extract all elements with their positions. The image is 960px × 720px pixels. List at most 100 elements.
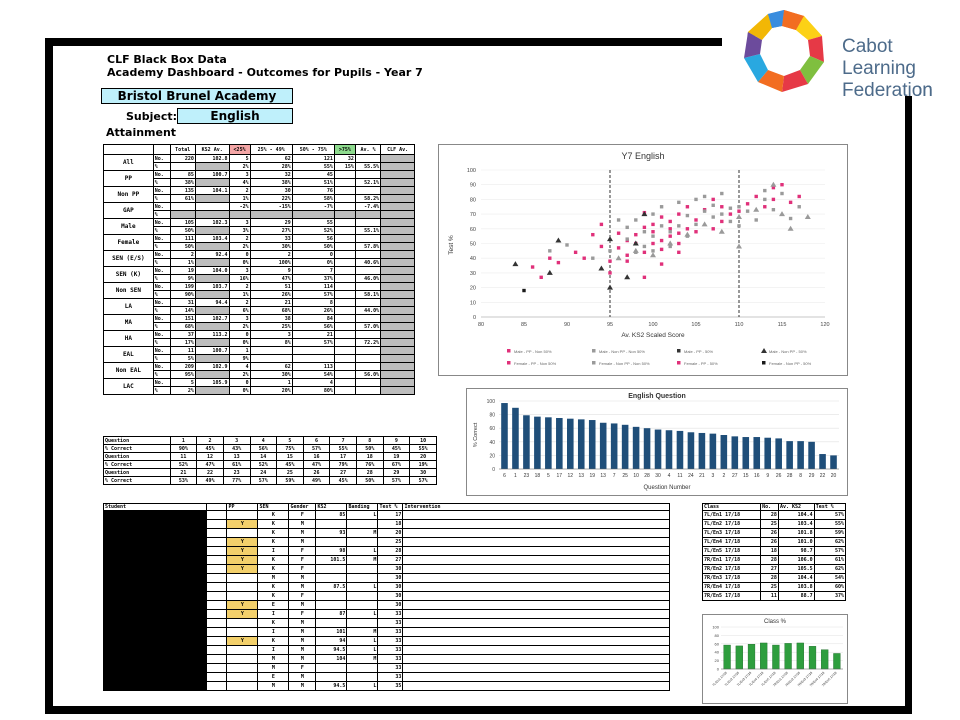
question-cell: 77% <box>222 476 251 485</box>
student-spacer <box>205 528 228 538</box>
student-name-redacted <box>103 528 207 538</box>
data-point-square <box>625 253 629 257</box>
column-header: Student <box>103 503 207 511</box>
class-cell: 7L/En3 17/18 <box>701 528 762 538</box>
student-cell <box>346 564 379 574</box>
attainment-cell: -7.4% <box>354 202 382 211</box>
student-name-redacted <box>103 609 207 619</box>
question-cell: 14 <box>249 452 278 461</box>
attainment-cell <box>333 354 356 363</box>
y-tick-label: 80 <box>470 197 476 203</box>
question-cell: 90% <box>169 444 198 453</box>
attainment-cell <box>380 210 415 219</box>
x-tick-label: 24 <box>688 473 694 479</box>
class-cell: 62% <box>813 537 847 547</box>
attainment-cell <box>194 210 230 219</box>
attainment-cell <box>354 186 382 195</box>
student-cell: L <box>346 636 379 646</box>
attainment-cell <box>354 282 382 291</box>
data-point-square <box>771 197 776 202</box>
student-cell: M <box>288 672 317 682</box>
x-tick-label: 3 <box>711 473 714 479</box>
attainment-cell <box>194 258 230 267</box>
attainment-cell: 72.2% <box>354 338 382 347</box>
bar <box>534 416 541 469</box>
attainment-row: SEN (K) No. 19 104.0 3 9 7 <box>103 266 415 283</box>
attainment-row: Male No. 105 102.3 3 29 55 <box>103 218 415 235</box>
bar <box>753 437 761 469</box>
question-row: % Correct 90% 45% 43% 56% 75% 57% 55% 50% 45% 55% <box>103 444 437 453</box>
data-point-square <box>685 227 690 231</box>
class-row: 7L/En2 17/18 25 103.4 55% <box>701 519 847 529</box>
attainment-cell <box>333 170 356 179</box>
question-cell: 59% <box>276 476 304 485</box>
student-cell <box>315 537 348 547</box>
student-cell <box>402 654 670 664</box>
legend-marker <box>677 349 681 353</box>
student-spacer <box>205 555 228 565</box>
row-sub-label: % <box>152 386 171 395</box>
student-cell <box>346 618 379 628</box>
y-tick-label: 20 <box>715 658 720 663</box>
student-row: Y K M 25 <box>103 537 670 547</box>
question-cell: 19% <box>409 460 437 469</box>
row-sub-label: No. <box>152 170 171 179</box>
group-label: SEN (E/S) <box>103 250 154 267</box>
student-cell: M <box>346 555 379 565</box>
attainment-cell <box>333 186 356 195</box>
student-cell: 30 <box>377 591 404 601</box>
student-row: Y E M 30 <box>103 600 670 610</box>
legend-marker <box>592 349 596 353</box>
student-cell <box>346 573 379 583</box>
x-tick-label: 20 <box>831 473 837 479</box>
student-cell: 33 <box>377 618 404 628</box>
attainment-row: HA No. 37 113.2 0 3 21 <box>103 330 415 347</box>
attainment-cell <box>380 354 415 363</box>
group-label: EAL <box>103 346 154 363</box>
attainment-cell <box>380 290 415 299</box>
group-label: MA <box>103 314 154 331</box>
class-cell: 59% <box>813 528 847 538</box>
student-cell: 101.5 <box>315 555 348 565</box>
attainment-cell <box>333 322 356 331</box>
row-sub-label: % <box>152 354 171 363</box>
question-table: Question 1 2 3 4 5 6 7 8 9 10% Correct 90% 45% 43% 56%… <box>103 436 437 485</box>
student-cell: 18 <box>377 519 404 529</box>
attainment-cell <box>354 266 382 275</box>
pp-flag: Y <box>226 600 259 610</box>
scatter-chart: Y7 English 0 10 20 30 40 50 60 70 80 90 100 80 85 90 95… <box>448 151 830 366</box>
student-cell: K <box>257 564 290 574</box>
student-cell: 104 <box>315 654 348 664</box>
row-sub-label: % <box>152 242 171 251</box>
data-point-square <box>642 244 647 249</box>
group-label: Male <box>103 218 154 235</box>
attainment-cell <box>333 298 356 307</box>
attainment-cell: 62 <box>249 154 293 163</box>
attainment-cell: 105 <box>169 218 196 227</box>
student-cell: 94 <box>315 636 348 646</box>
student-cell: M <box>288 645 317 655</box>
class-row: 7R/En3 17/18 28 104.4 54% <box>701 573 847 583</box>
attainment-row: LAC No. 5 105.9 0 1 4 <box>103 378 415 395</box>
y-tick-label: 70 <box>470 212 476 218</box>
data-point-square <box>797 205 801 209</box>
student-name-redacted <box>103 582 207 592</box>
attainment-cell <box>380 386 415 395</box>
data-point-square <box>582 256 586 260</box>
attainment-cell <box>333 210 356 219</box>
column-header: KS2 <box>315 503 348 511</box>
attainment-cell: 40.6% <box>354 258 382 267</box>
attainment-cell <box>380 266 415 275</box>
student-cell <box>402 681 670 691</box>
attainment-cell <box>249 354 293 363</box>
data-point-square <box>677 250 681 255</box>
x-tick-label: 4 <box>668 473 671 479</box>
subject-box[interactable]: English <box>177 108 293 124</box>
class-cell: 26 <box>760 528 779 538</box>
data-point-triangle <box>624 274 631 280</box>
student-name-redacted <box>103 654 207 664</box>
attainment-row: EAL No. 11 100.7 1 <box>103 346 415 363</box>
student-cell: 94.5 <box>315 681 348 691</box>
data-point-square <box>694 222 698 227</box>
attainment-cell: 3 <box>228 266 251 275</box>
